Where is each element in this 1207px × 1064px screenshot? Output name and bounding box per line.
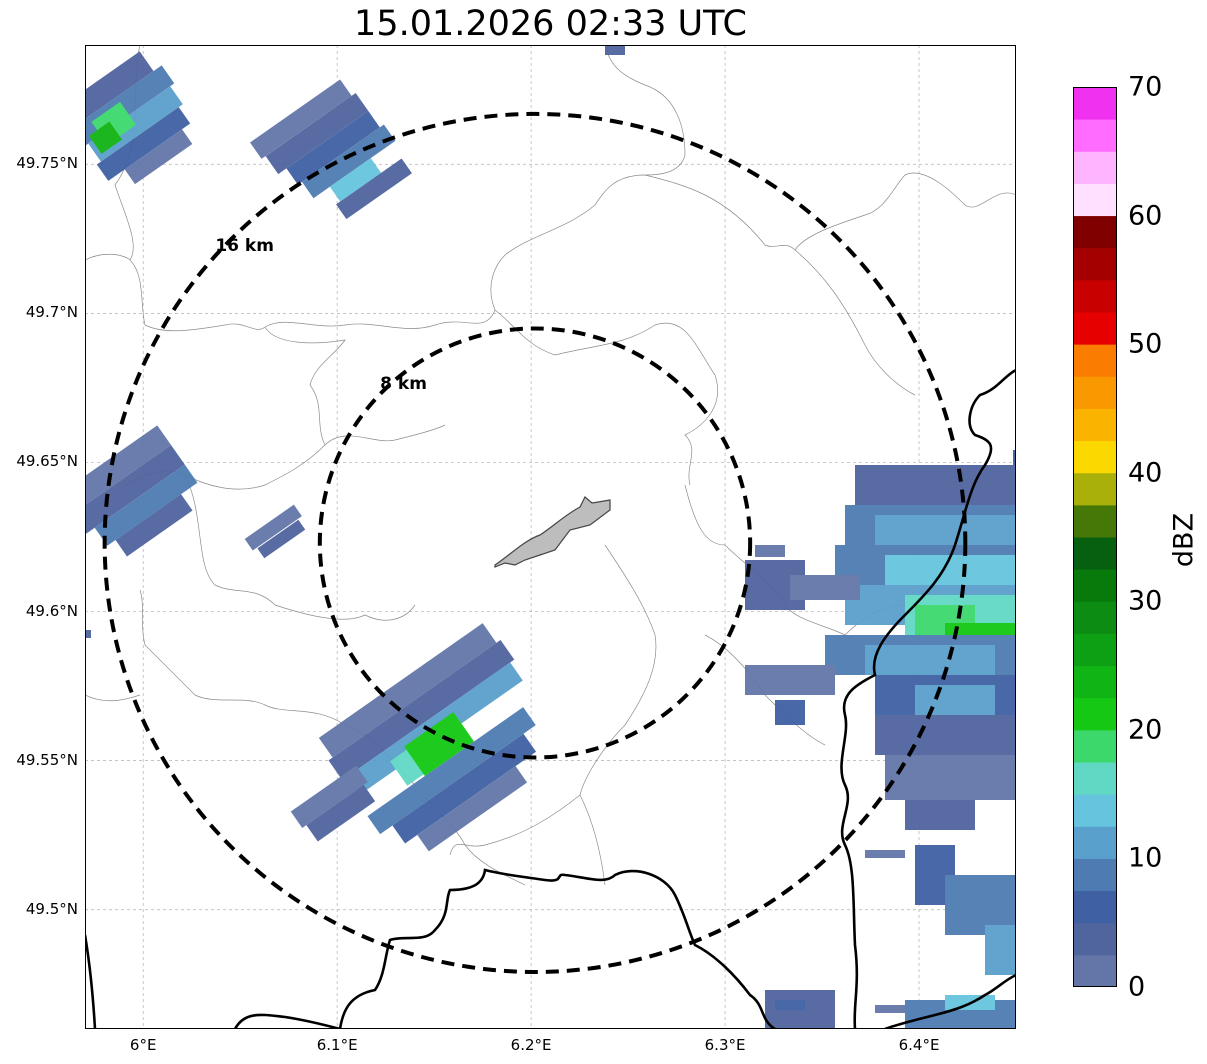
colorbar-segment bbox=[1073, 858, 1117, 892]
colorbar-tick-label: 70 bbox=[1128, 71, 1163, 103]
colorbar bbox=[1073, 87, 1117, 987]
lat-tick-label: 49.65°N bbox=[16, 452, 78, 471]
colorbar-segment bbox=[1073, 762, 1117, 795]
colorbar-segment bbox=[1073, 504, 1117, 538]
radar-reflectivity bbox=[85, 45, 1016, 1029]
lat-tick-label: 49.6°N bbox=[25, 601, 78, 620]
colorbar-tick-label: 10 bbox=[1128, 842, 1163, 874]
lon-tick-label: 6.3°E bbox=[704, 1036, 746, 1054]
colorbar-tick-label: 40 bbox=[1128, 457, 1163, 489]
colorbar-segment bbox=[1073, 826, 1117, 859]
colorbar-segment bbox=[1073, 151, 1117, 184]
colorbar-label: dBZ bbox=[1168, 512, 1200, 568]
range-ring-8km bbox=[317, 326, 753, 760]
colorbar-segment bbox=[1073, 665, 1117, 699]
colorbar-tick-label: 20 bbox=[1128, 714, 1163, 746]
colorbar-segment bbox=[1073, 633, 1117, 667]
lon-tick-label: 6.1°E bbox=[316, 1036, 358, 1054]
lat-tick-label: 49.5°N bbox=[25, 899, 78, 918]
colorbar-segment bbox=[1073, 215, 1117, 249]
colorbar-segment bbox=[1073, 440, 1117, 474]
country-borders bbox=[85, 368, 1016, 1029]
lon-tick-label: 6.2°E bbox=[510, 1036, 552, 1054]
lon-tick-label: 6°E bbox=[129, 1036, 157, 1054]
radar-site-area bbox=[494, 496, 611, 568]
colorbar-segment bbox=[1073, 794, 1117, 827]
colorbar-segment bbox=[1073, 408, 1117, 442]
colorbar-tick-label: 50 bbox=[1128, 328, 1163, 360]
colorbar-segment bbox=[1073, 729, 1117, 763]
colorbar-tick-label: 30 bbox=[1128, 585, 1163, 617]
colorbar-tick-label: 60 bbox=[1128, 200, 1163, 232]
range-ring-labels: 8 km 16 km bbox=[215, 236, 427, 394]
colorbar-segment bbox=[1073, 247, 1117, 281]
map-border bbox=[85, 45, 1016, 1029]
map-title: 15.01.2026 02:33 UTC bbox=[354, 4, 747, 44]
colorbar-segment bbox=[1073, 954, 1117, 987]
colorbar-segment bbox=[1073, 376, 1117, 409]
colorbar-tick-label: 0 bbox=[1128, 971, 1146, 1003]
colorbar-segment bbox=[1073, 569, 1117, 602]
lat-tick-label: 49.55°N bbox=[16, 750, 78, 769]
colorbar-segment bbox=[1073, 922, 1117, 956]
colorbar-segment bbox=[1073, 279, 1117, 313]
colorbar-segment bbox=[1073, 344, 1117, 377]
colorbar-segments bbox=[1073, 87, 1117, 987]
range-ring-16km bbox=[102, 111, 968, 975]
colorbar-segment bbox=[1073, 537, 1117, 570]
colorbar-segment bbox=[1073, 312, 1117, 345]
colorbar-segment bbox=[1073, 119, 1117, 152]
radar-map: 8 km 16 km bbox=[85, 45, 1016, 1029]
colorbar-segment bbox=[1073, 183, 1117, 217]
colorbar-segment bbox=[1073, 87, 1117, 120]
lon-tick-label: 6.4°E bbox=[898, 1036, 940, 1054]
range-ring-label: 16 km bbox=[215, 236, 274, 256]
colorbar-segment bbox=[1073, 472, 1117, 506]
range-ring-label: 8 km bbox=[380, 374, 427, 394]
colorbar-segment bbox=[1073, 601, 1117, 634]
lat-tick-label: 49.7°N bbox=[25, 303, 78, 322]
colorbar-segment bbox=[1073, 890, 1117, 924]
colorbar-segment bbox=[1073, 697, 1117, 731]
lat-tick-label: 49.75°N bbox=[16, 154, 78, 173]
range-rings bbox=[102, 111, 968, 975]
